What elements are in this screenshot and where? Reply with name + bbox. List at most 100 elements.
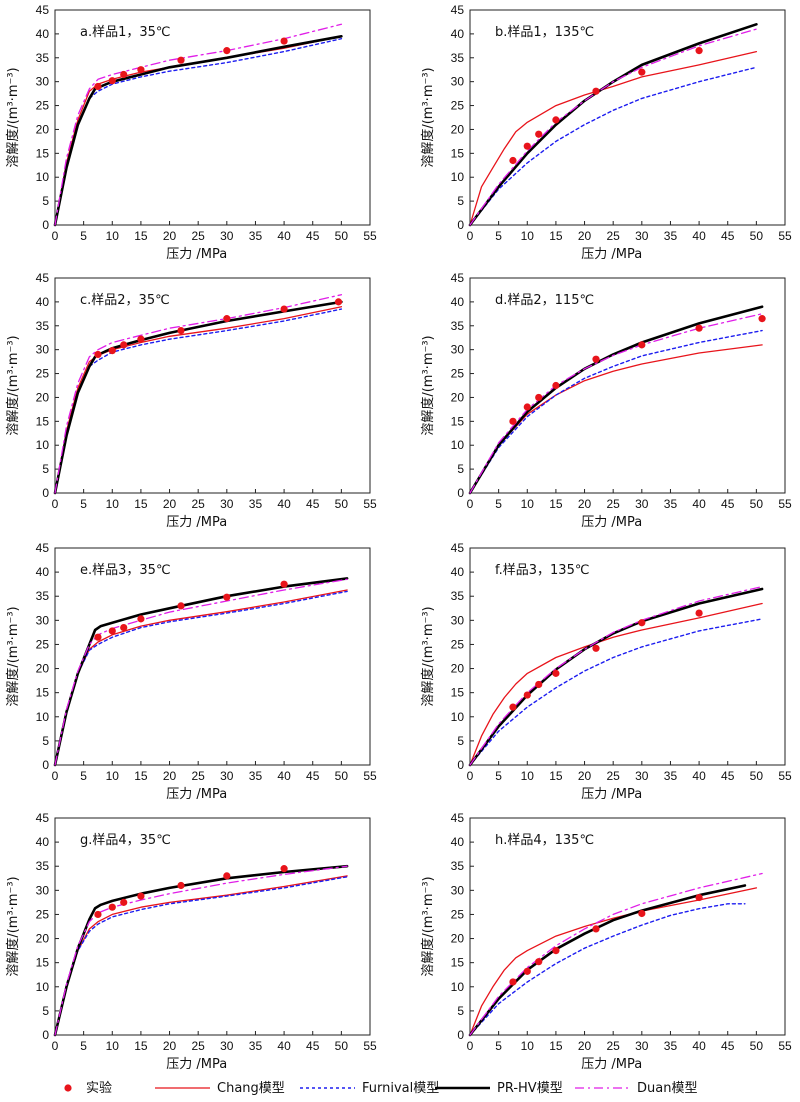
y-axis-label: 溶解度/(m³·m⁻³) xyxy=(5,606,21,706)
y-tick-label: 45 xyxy=(451,271,465,285)
experiment-point xyxy=(535,393,543,402)
legend: 实验 Chang模型 Furnival模型 PR-HV模型 Duan模型 xyxy=(64,1080,697,1096)
experiment-point xyxy=(137,892,145,900)
panel-title: f.样品3，135℃ xyxy=(495,563,589,578)
x-tick-label: 30 xyxy=(220,1039,234,1053)
x-tick-label: 25 xyxy=(192,229,206,243)
legend-label: 实验 xyxy=(86,1080,112,1096)
legend-label: Furnival模型 xyxy=(362,1081,439,1096)
experiment-point xyxy=(94,910,102,919)
chart-panel-b: 0 5 10 15 20 25 30 35 40 45 50 55 0 5 10 15 20 25 30 35 40 45… xyxy=(420,3,792,262)
plot-frame xyxy=(54,9,371,226)
y-tick-label: 45 xyxy=(451,3,465,17)
experiment-point xyxy=(120,341,128,349)
x-tick-label: 20 xyxy=(578,229,592,243)
y-tick-label: 45 xyxy=(451,541,465,555)
series-line-chang xyxy=(54,35,343,226)
series-line-furnival xyxy=(54,38,343,226)
x-tick-label: 0 xyxy=(52,497,59,511)
chart-panel-g: 0 5 10 15 20 25 30 35 40 45 50 55 0 5 10 15 20 25 30 35 40 45… xyxy=(5,811,377,1072)
y-tick-label: 10 xyxy=(36,710,50,724)
experiment-point xyxy=(108,903,116,911)
experiment-point xyxy=(280,580,288,588)
chart-panel-d: 0 5 10 15 20 25 30 35 40 45 50 55 0 5 10 15 20 25 30 35 40 45… xyxy=(420,271,792,530)
series-line-prhv xyxy=(53,577,349,767)
x-tick-label: 5 xyxy=(80,769,87,783)
experiment-point xyxy=(137,615,145,623)
series-line-furnival xyxy=(469,329,763,494)
x-tick-label: 0 xyxy=(52,769,59,783)
y-tick-label: 20 xyxy=(451,390,465,404)
experiment-point xyxy=(223,47,231,55)
x-tick-label: 45 xyxy=(721,1039,735,1053)
x-tick-label: 50 xyxy=(335,497,349,511)
y-tick-label: 15 xyxy=(451,414,465,428)
x-tick-label: 25 xyxy=(607,497,621,511)
x-tick-label: 10 xyxy=(106,769,120,783)
y-tick-label: 10 xyxy=(451,980,465,994)
series-line-prhv xyxy=(468,884,747,1037)
y-tick-label: 0 xyxy=(42,758,49,772)
y-tick-label: 15 xyxy=(451,146,465,160)
panel-title: a.样品1，35℃ xyxy=(80,25,171,40)
panel-title: b.样品1，135℃ xyxy=(495,25,594,40)
x-axis-label: 压力 /MPa xyxy=(581,1057,642,1072)
y-tick-label: 40 xyxy=(451,565,465,579)
x-tick-label: 15 xyxy=(549,1039,563,1053)
x-tick-label: 35 xyxy=(249,497,263,511)
experiment-point xyxy=(695,893,703,902)
series-line-furnival xyxy=(469,618,763,766)
x-tick-label: 30 xyxy=(220,497,234,511)
x-tick-label: 55 xyxy=(363,1039,377,1053)
panel-title: h.样品4，135℃ xyxy=(495,833,594,848)
x-tick-label: 10 xyxy=(521,769,535,783)
experiment-point xyxy=(108,347,116,355)
experiment-point xyxy=(509,156,517,165)
y-tick-label: 15 xyxy=(36,146,50,160)
y-tick-label: 5 xyxy=(457,194,464,208)
x-tick-label: 35 xyxy=(664,497,678,511)
x-tick-label: 55 xyxy=(778,229,792,243)
x-axis-label: 压力 /MPa xyxy=(166,515,227,530)
y-tick-label: 25 xyxy=(36,367,50,381)
experiment-point xyxy=(177,326,185,335)
y-tick-label: 45 xyxy=(36,811,50,825)
x-axis-label: 压力 /MPa xyxy=(166,787,227,802)
y-tick-label: 5 xyxy=(42,1004,49,1018)
series-line-chang xyxy=(469,887,758,1036)
y-tick-label: 10 xyxy=(451,170,465,184)
x-axis-label: 压力 /MPa xyxy=(166,247,227,262)
y-tick-label: 15 xyxy=(451,956,465,970)
x-tick-label: 35 xyxy=(249,229,263,243)
y-tick-label: 25 xyxy=(451,637,465,651)
y-tick-label: 5 xyxy=(42,462,49,476)
experiment-point xyxy=(535,130,543,138)
x-tick-label: 5 xyxy=(495,1039,502,1053)
experiment-point xyxy=(535,958,543,966)
legend-item-exp: 实验 xyxy=(64,1080,112,1096)
experiment-point xyxy=(523,691,531,699)
y-tick-label: 10 xyxy=(36,438,50,452)
y-tick-label: 15 xyxy=(36,686,50,700)
x-tick-label: 40 xyxy=(692,1039,706,1053)
y-tick-label: 25 xyxy=(36,637,50,651)
series-line-duan xyxy=(54,865,348,1036)
series-line-chang xyxy=(469,50,758,226)
x-tick-label: 25 xyxy=(192,1039,206,1053)
x-tick-label: 40 xyxy=(277,229,291,243)
y-tick-label: 5 xyxy=(42,194,49,208)
experiment-point xyxy=(509,978,517,986)
series-line-chang xyxy=(469,602,763,766)
experiment-point xyxy=(552,381,560,390)
y-tick-label: 40 xyxy=(36,295,50,309)
y-axis-label: 溶解度/(m³·m⁻³) xyxy=(420,876,436,976)
y-tick-label: 25 xyxy=(36,907,50,921)
x-tick-label: 40 xyxy=(277,1039,291,1053)
experiment-point xyxy=(552,669,560,677)
y-tick-label: 30 xyxy=(451,343,465,357)
x-tick-label: 5 xyxy=(495,229,502,243)
y-axis-label: 溶解度/(m³·m⁻³) xyxy=(5,67,21,167)
y-tick-label: 10 xyxy=(451,438,465,452)
y-tick-label: 30 xyxy=(36,75,50,89)
